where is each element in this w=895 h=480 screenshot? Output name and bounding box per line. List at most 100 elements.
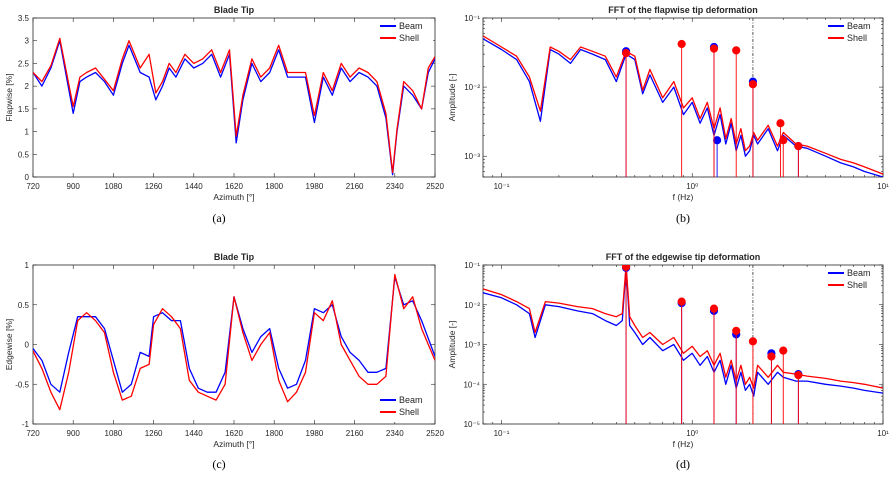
x-tick-label: 1260	[145, 429, 163, 438]
x-tick-label: 10⁰	[686, 429, 698, 438]
panel-d: 10⁻¹ 10⁰ 10¹ 10⁻⁵ 10⁻⁴ 10⁻³ 10⁻² 10⁻¹ FFT of the…	[447, 252, 889, 471]
x-tick-label: 720	[26, 429, 40, 438]
y-tick-label: 3	[25, 37, 30, 46]
legend: Beam Shell	[377, 394, 433, 422]
legend: Beam Shell	[825, 20, 881, 48]
legend-label-beam: Beam	[847, 268, 871, 278]
x-tick-label: 900	[67, 429, 81, 438]
x-tick-label: 1980	[306, 429, 324, 438]
series-line-shell	[483, 35, 883, 175]
x-axis-label: f (Hz)	[673, 439, 694, 449]
legend-label-shell: Shell	[847, 280, 867, 290]
chart-title: Blade Tip	[214, 252, 255, 262]
x-axis-label: Azimuth [°]	[213, 439, 254, 449]
x-tick-label: 1620	[225, 429, 243, 438]
x-tick-label: 2340	[386, 182, 404, 191]
legend-label-beam: Beam	[399, 395, 423, 405]
peak-marker-shell	[621, 49, 631, 58]
legend-box	[825, 20, 881, 48]
x-tick-label: 2160	[346, 182, 364, 191]
x-tick-label: 1080	[105, 182, 123, 191]
y-axis-label: Edgewise [%]	[4, 319, 14, 371]
x-tick-label: 2340	[386, 429, 404, 438]
panel-c: 720 900 1080 1260 1440 1620 1800 1980 2160 2340 25…	[4, 252, 444, 471]
plot-area	[483, 35, 883, 177]
legend: Beam Shell	[377, 20, 433, 48]
peak-marker-shell	[748, 80, 758, 89]
x-tick-label: 10⁻¹	[494, 182, 510, 191]
y-tick-label: 10⁻³	[464, 341, 480, 350]
series-line-shell	[33, 37, 435, 174]
x-tick-label: 10¹	[877, 429, 889, 438]
x-tick-label: 2520	[426, 429, 444, 438]
legend-box	[825, 267, 881, 295]
y-tick-label: 10⁻¹	[464, 14, 480, 23]
y-tick-label: 3.5	[18, 14, 30, 23]
y-tick-label: 1	[25, 128, 30, 137]
x-tick-label: 900	[67, 182, 81, 191]
plot-area	[33, 37, 435, 176]
panel-caption: (c)	[212, 457, 225, 471]
axes-box	[482, 264, 884, 425]
y-axis-label: Amplitude [-]	[447, 74, 457, 122]
legend-label-shell: Shell	[399, 33, 419, 43]
panel-caption: (d)	[676, 457, 690, 471]
y-tick-label: 10⁻³	[464, 152, 480, 161]
peak-marker-shell	[767, 352, 776, 361]
y-tick-label: 0.5	[18, 150, 30, 159]
legend-box	[377, 20, 433, 48]
legend-box	[377, 394, 433, 422]
y-tick-label: 10⁻¹	[464, 261, 480, 270]
axes-box	[32, 264, 436, 425]
legend-label-beam: Beam	[399, 21, 423, 31]
chart-title: FFT of the flapwise tip deformation	[608, 5, 758, 15]
panel-b: 10⁻¹ 10⁰ 10¹ 10⁻³ 10⁻² 10⁻¹ FFT of the flapwis…	[447, 5, 889, 225]
y-tick-label: 10⁻²	[464, 301, 480, 310]
peak-marker-shell	[776, 119, 785, 128]
peak-marker-shell	[677, 39, 686, 49]
peak-marker-shell	[794, 142, 803, 151]
y-tick-label: 1	[25, 261, 30, 270]
x-axis-label: f (Hz)	[673, 192, 694, 202]
peak-marker-shell	[748, 337, 758, 346]
x-tick-label: 10⁻¹	[494, 429, 510, 438]
x-tick-label: 2520	[426, 182, 444, 191]
x-tick-label: 1080	[105, 429, 123, 438]
axes-box	[32, 17, 436, 178]
legend-label-shell: Shell	[847, 33, 867, 43]
x-tick-label: 10⁰	[686, 182, 698, 191]
panel-caption: (b)	[676, 211, 690, 225]
plot-area	[483, 265, 883, 424]
x-tick-label: 2160	[346, 429, 364, 438]
y-tick-label: -0.5	[15, 380, 29, 389]
y-tick-label: 10⁻⁵	[464, 420, 480, 429]
panel-a: 720 900 1080 1260 1440 1620 1800 1980 2160 2340 25…	[4, 5, 444, 225]
peak-marker-beam	[713, 136, 722, 145]
plot-area	[33, 273, 435, 411]
y-tick-label: 0.5	[18, 301, 30, 310]
x-tick-label: 1440	[185, 182, 203, 191]
x-tick-label: 1440	[185, 429, 203, 438]
peak-marker-shell	[779, 136, 788, 145]
x-axis-label: Azimuth [°]	[213, 192, 254, 202]
peak-marker-shell	[621, 265, 631, 271]
x-tick-label: 720	[26, 182, 40, 191]
legend-label-beam: Beam	[847, 21, 871, 31]
y-tick-label: 0	[25, 173, 30, 182]
chart-title: FFT of the edgewise tip deformation	[606, 252, 761, 262]
x-tick-label: 1260	[145, 182, 163, 191]
y-tick-label: 1.5	[18, 105, 30, 114]
x-tick-label: 1980	[306, 182, 324, 191]
peak-marker-shell	[794, 370, 803, 380]
chart-title: Blade Tip	[214, 5, 255, 15]
legend: Beam Shell	[825, 267, 881, 295]
y-tick-label: 0	[25, 341, 30, 350]
peak-marker-shell	[732, 326, 741, 335]
x-tick-label: 10¹	[877, 182, 889, 191]
y-tick-label: 10⁻⁴	[463, 380, 480, 389]
y-tick-label: 2	[25, 82, 30, 91]
y-tick-label: 2.5	[18, 59, 30, 68]
x-tick-label: 1620	[225, 182, 243, 191]
panel-caption: (a)	[212, 211, 225, 225]
